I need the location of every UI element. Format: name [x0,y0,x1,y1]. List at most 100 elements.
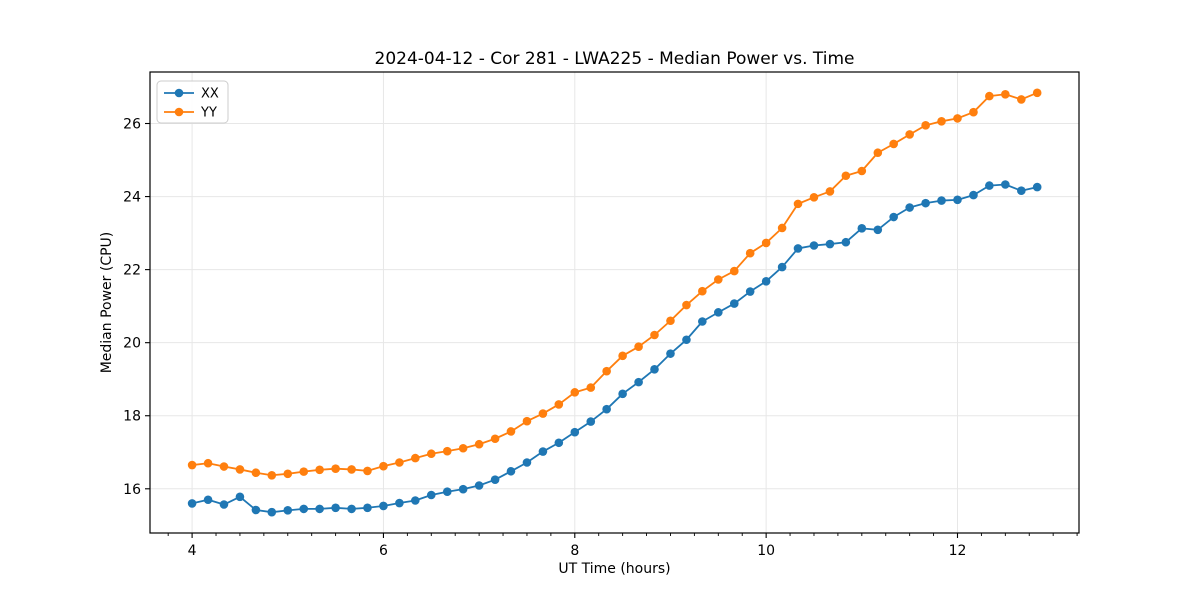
data-point [363,503,372,513]
data-point [347,504,356,514]
data-point [426,449,436,459]
data-point [411,496,420,505]
data-point [283,469,293,479]
y-tick-label: 26 [123,117,141,133]
data-point [889,212,898,222]
data-point [761,277,771,286]
data-point [953,114,962,123]
data-point [793,199,803,209]
data-point [219,500,229,509]
data-point [714,308,723,317]
data-point [682,300,691,310]
data-point [1032,88,1042,98]
data-point [586,417,596,426]
data-point [267,470,277,480]
data-point [458,484,468,494]
x-tick-label: 6 [379,543,388,559]
y-axis-label: Median Power (CPU) [99,232,115,374]
legend-entry-label: XX [201,87,219,102]
series-line-yy [191,91,1038,477]
data-point [235,492,245,502]
data-point [793,244,803,253]
grid-lines [150,72,1079,533]
data-point [937,196,946,205]
data-point [761,238,771,248]
series-line-xx [191,183,1038,514]
data-point [203,495,213,505]
data-point [618,389,627,399]
series-xx [187,180,1042,517]
data-point [490,475,500,484]
data-point [698,317,707,326]
data-point [299,504,309,514]
data-point [745,248,755,258]
data-point [985,181,994,190]
data-point [698,286,707,296]
data-point [379,501,388,511]
data-point [538,409,548,418]
y-tick-label: 22 [123,263,141,279]
data-point [809,241,819,250]
data-point [331,503,340,513]
data-point [602,404,611,414]
data-point [570,388,580,397]
data-point [1017,186,1026,196]
data-point [1001,180,1010,189]
data-point [474,439,484,449]
data-point [1017,95,1026,104]
legend-marker [174,88,184,98]
data-point [251,468,261,478]
data-point [857,166,867,176]
data-point [745,287,755,296]
data-point [937,117,946,126]
data-point [522,416,532,426]
data-point [602,366,611,376]
x-tick-label: 4 [188,543,197,559]
data-point [363,466,372,476]
axes-spines [149,71,1080,534]
data-point [538,447,548,456]
data-point [841,171,851,181]
data-point [474,481,484,490]
x-tick-label: 10 [757,543,775,559]
data-point [315,504,324,514]
data-point [315,465,324,475]
data-point [506,466,516,476]
data-point [714,275,723,284]
data-point [490,434,500,444]
data-point [395,498,404,508]
data-point [299,467,309,476]
data-point [395,458,404,467]
data-point [825,239,835,249]
data-point [953,195,962,205]
data-point [426,490,436,500]
data-point [219,462,229,471]
data-point [969,190,978,200]
data-point [522,458,532,467]
data-point [347,465,356,474]
x-tick-label: 12 [949,543,967,559]
data-point [1001,89,1010,99]
data-point [187,460,197,470]
data-point [809,193,819,202]
y-tick-label: 20 [123,336,141,352]
chart-title: 2024-04-12 - Cor 281 - LWA225 - Median P… [375,49,855,69]
data-point [203,458,213,468]
data-point [666,316,675,326]
data-point [634,342,643,352]
data-point [857,224,867,233]
data-point [650,330,659,340]
data-point [729,299,739,308]
data-point [873,148,883,158]
data-point [666,349,675,358]
data-point [379,461,388,471]
data-point [682,335,691,345]
data-point [506,427,516,436]
data-point [187,499,197,508]
legend: XX YY [156,80,229,124]
data-point [873,225,883,235]
data-point [921,198,930,208]
data-point [442,446,452,456]
